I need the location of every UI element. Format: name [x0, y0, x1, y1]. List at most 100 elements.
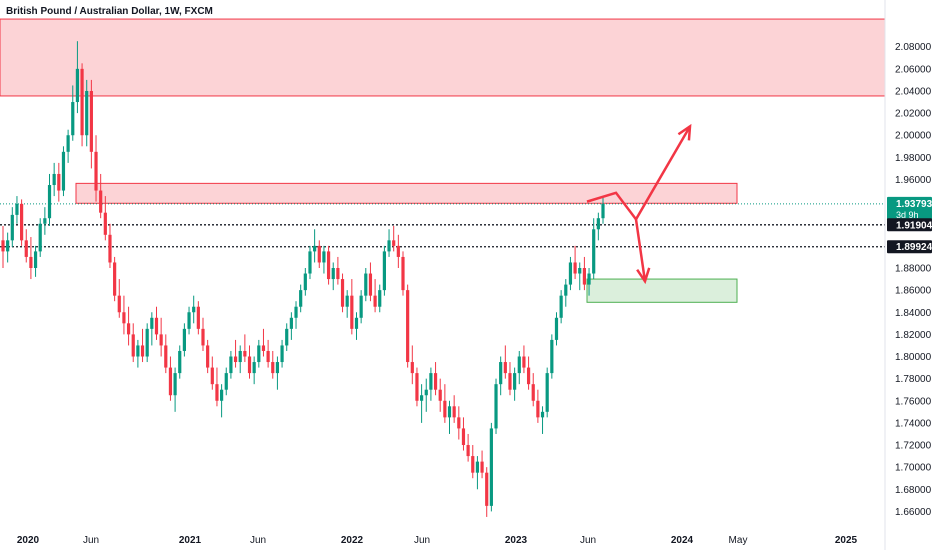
candle-body	[517, 356, 521, 374]
candle-body	[345, 295, 349, 307]
candle-body	[564, 284, 568, 296]
candle-body	[192, 306, 196, 313]
candle-body	[210, 367, 214, 385]
price-tag	[887, 218, 932, 232]
candle-body	[285, 328, 289, 346]
price-tag-value: 1.89924	[896, 242, 932, 253]
demand-zone[interactable]	[586, 278, 738, 303]
candle-body	[24, 240, 28, 257]
candle-body	[475, 461, 480, 473]
candle-body	[415, 373, 419, 401]
candle-body	[168, 367, 173, 396]
price-tag	[887, 240, 932, 254]
x-tick-label: Jun	[580, 535, 596, 546]
candle-body	[206, 345, 210, 368]
candle-body	[545, 373, 549, 412]
candle-body	[238, 350, 242, 363]
candle-body	[150, 317, 154, 329]
candle-body	[1, 240, 5, 252]
y-tick-label: 1.66000	[895, 507, 932, 518]
candle-body	[522, 356, 526, 368]
candle-body	[359, 295, 363, 318]
x-tick-label: 2021	[179, 535, 202, 546]
candle-body	[317, 245, 321, 263]
candle-body	[196, 306, 200, 329]
candle-body	[80, 68, 84, 136]
y-tick-label: 1.96000	[895, 175, 932, 186]
candle-body	[29, 256, 33, 268]
y-tick-label: 1.76000	[895, 396, 932, 407]
candle-body	[601, 203, 605, 219]
price-tag-value: 1.93793	[896, 199, 932, 210]
candle-body	[354, 317, 359, 329]
candle-body	[382, 251, 386, 291]
candle-body	[573, 262, 577, 274]
candle-body	[396, 245, 400, 257]
candle-body	[154, 317, 159, 335]
candles-layer	[1, 41, 605, 517]
y-tick-label: 2.02000	[895, 109, 932, 120]
y-tick-label: 2.08000	[895, 42, 932, 53]
y-tick-label: 1.84000	[895, 308, 932, 319]
candle-body	[410, 362, 414, 374]
candle-body	[438, 389, 442, 401]
y-tick-label: 1.98000	[895, 153, 932, 164]
candle-body	[508, 373, 512, 390]
candle-body	[336, 268, 340, 280]
candle-body	[10, 214, 14, 241]
candle-body	[303, 273, 307, 291]
candle-body	[89, 90, 93, 152]
price-tag-value: 1.91904	[896, 220, 932, 231]
resistance-zone[interactable]	[75, 182, 738, 204]
candle-body	[503, 362, 507, 374]
candle-body	[247, 356, 252, 374]
candle-body	[326, 251, 331, 280]
y-tick-label: 2.00000	[895, 131, 932, 142]
y-tick-label: 1.82000	[895, 330, 932, 341]
x-tick-label: Jun	[250, 535, 266, 546]
candle-body	[392, 240, 396, 246]
candle-body	[499, 362, 503, 385]
candle-body	[108, 234, 112, 263]
bullish-projection-arrow[interactable]	[586, 125, 692, 222]
candle-body	[322, 251, 326, 263]
candle-body	[350, 295, 354, 329]
candle-body	[145, 328, 149, 357]
candle-body	[280, 345, 284, 363]
candle-body	[485, 472, 489, 506]
candle-body	[531, 384, 535, 401]
candle-body	[368, 273, 373, 296]
supply-zone-top[interactable]	[0, 18, 886, 97]
candle-body	[480, 461, 484, 473]
candle-body	[201, 328, 205, 346]
x-tick-label: 2022	[341, 535, 364, 546]
candle-body	[252, 362, 256, 374]
candle-body	[554, 317, 559, 340]
time-axis[interactable]: 2020 Jun 2021 Jun 2022 Jun 2023 Jun 2024 May 2025	[17, 535, 858, 546]
candle-body	[61, 151, 66, 191]
candle-body	[233, 356, 238, 363]
candle-body	[294, 306, 298, 318]
candle-body	[420, 395, 424, 401]
candle-body	[103, 212, 107, 235]
y-tick-label: 1.88000	[895, 264, 932, 275]
x-tick-label: Jun	[83, 535, 99, 546]
horizontal-lines-layer	[0, 203, 885, 248]
x-tick-label: 2020	[17, 535, 40, 546]
candle-body	[289, 317, 293, 329]
candle-body	[243, 350, 247, 357]
candle-body	[71, 102, 75, 136]
candle-body	[140, 345, 145, 357]
y-tick-label: 1.70000	[895, 463, 932, 474]
y-tick-label: 2.06000	[895, 64, 932, 75]
candle-body	[433, 373, 438, 390]
candle-body	[489, 428, 493, 506]
bearish-projection-arrow[interactable]	[634, 219, 647, 282]
candle-body	[229, 356, 233, 374]
candle-body	[424, 389, 428, 396]
candle-body	[220, 389, 224, 401]
candle-body	[429, 373, 433, 390]
